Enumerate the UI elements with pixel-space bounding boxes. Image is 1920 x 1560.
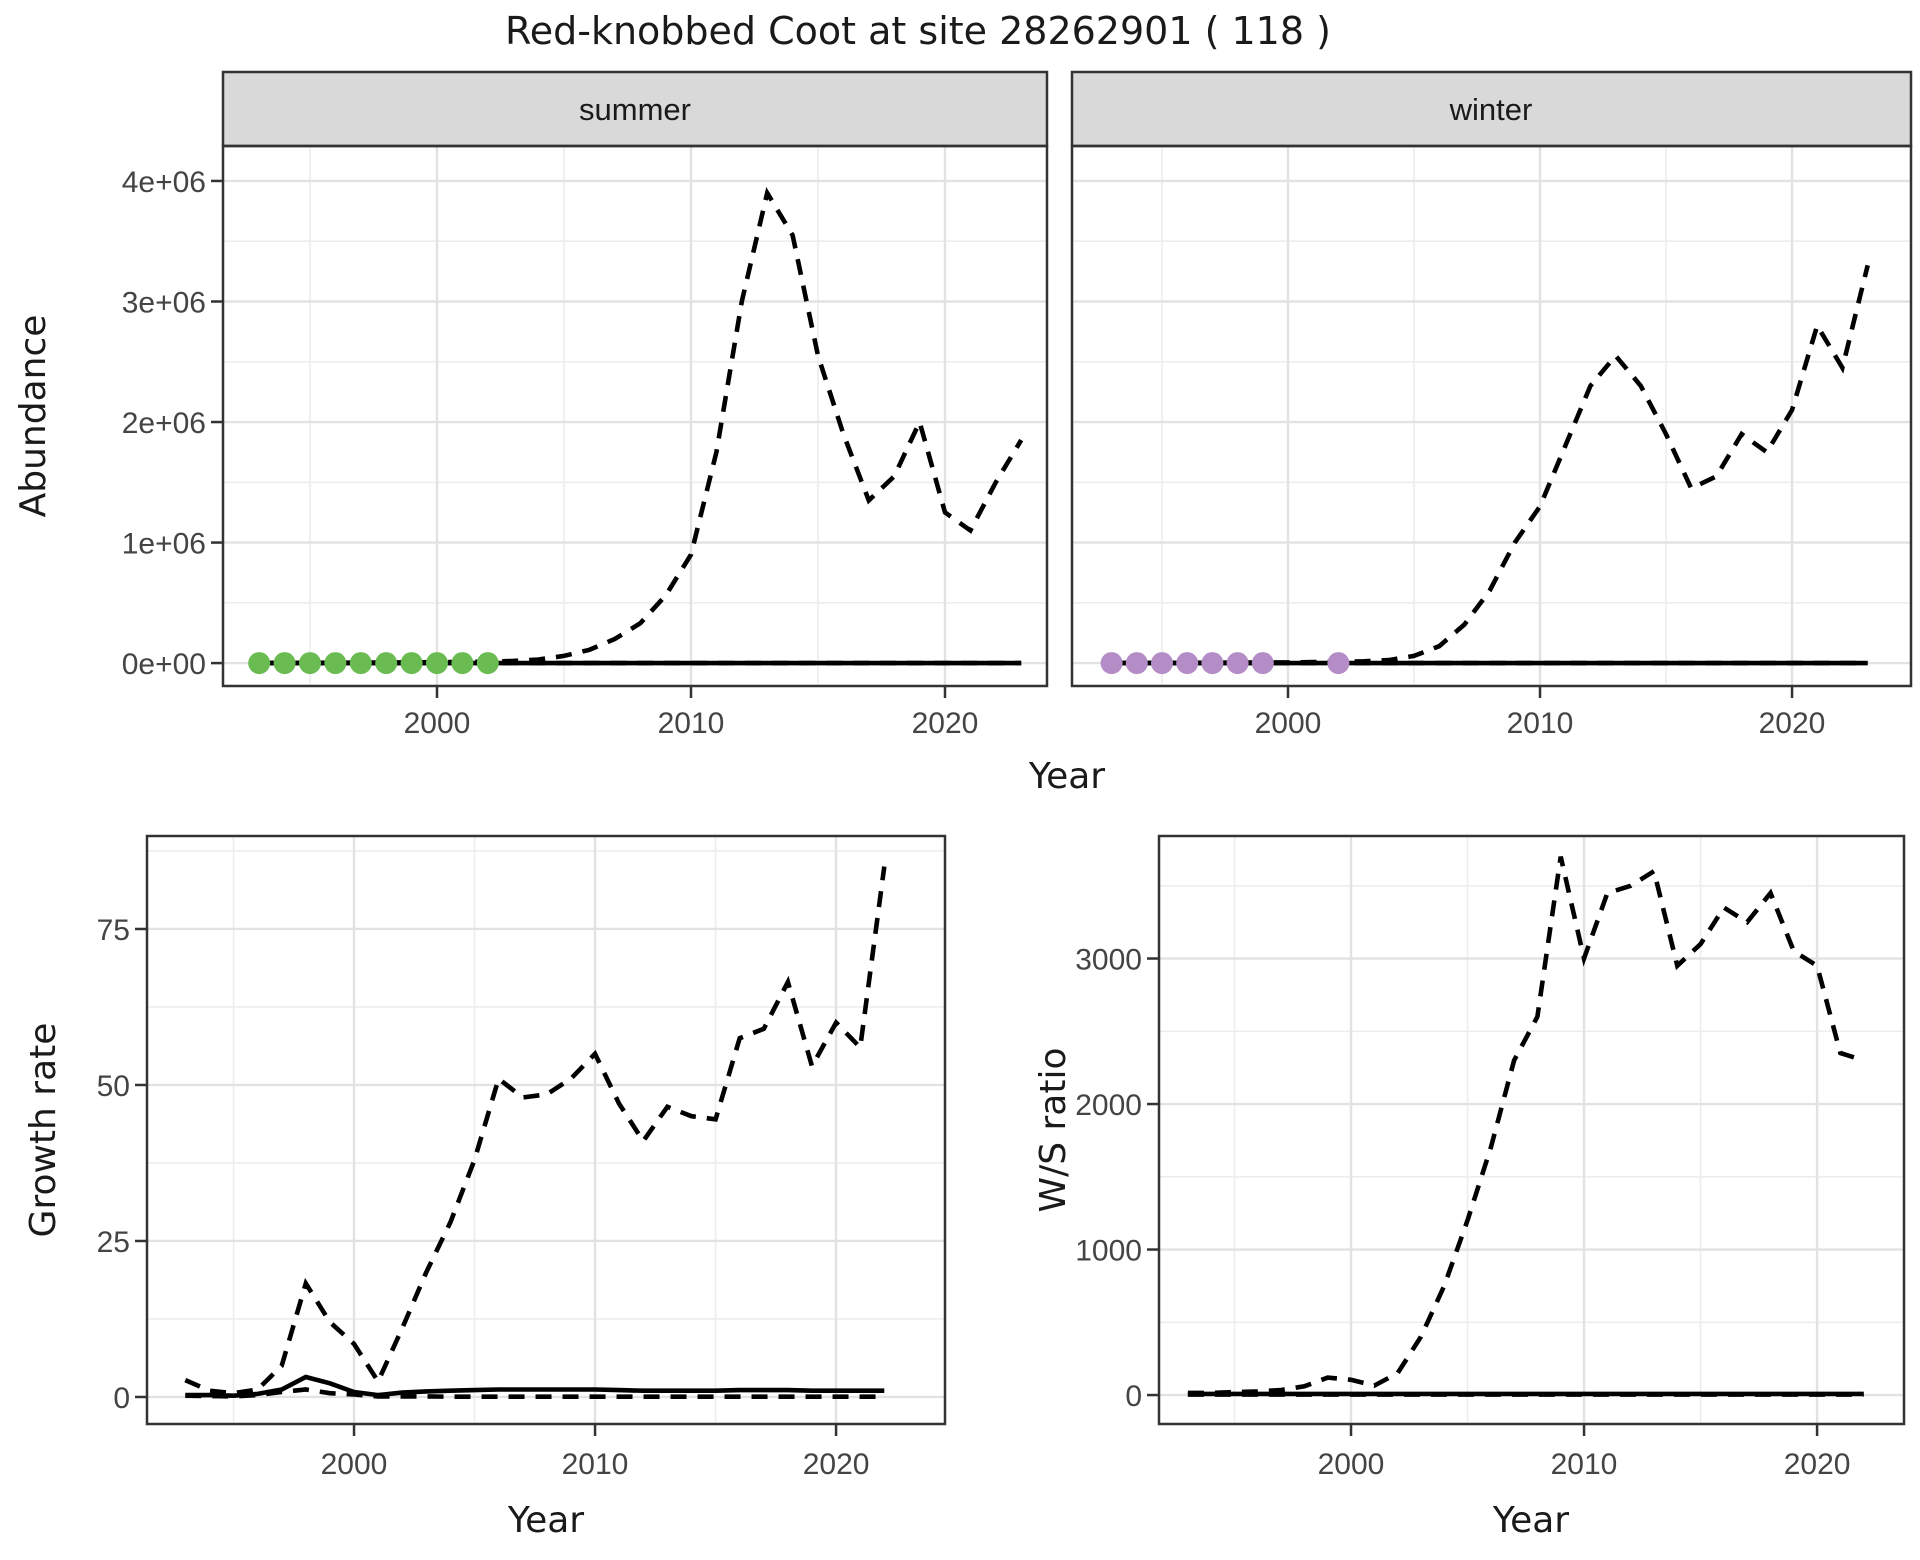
y-tick-label: 50: [97, 1070, 130, 1103]
panel-abundance_winter: 2000 2010 2020: [1070, 70, 1913, 740]
series-group: [1100, 264, 1870, 675]
observed-point: [1201, 652, 1224, 675]
observed-point: [476, 652, 499, 675]
panel-border: [1070, 144, 1913, 688]
generated-panels: 2000 2010 20200e+001e+062e+063e+064e+06200…: [97, 70, 1913, 1481]
series-model_lower: [185, 1387, 885, 1399]
panel-border: [145, 834, 947, 1426]
observed-point: [1125, 652, 1148, 675]
panel-background: [1159, 836, 1904, 1424]
observed-point: [1327, 652, 1350, 675]
x-tick-label: 2000: [404, 707, 471, 740]
series-model: [1187, 856, 1865, 1396]
y-tick-label: 2e+06: [122, 407, 206, 440]
ws-ratio-axis-title: W/S ratio: [1033, 1047, 1074, 1212]
top-year-axis-title: Year: [1028, 756, 1105, 797]
strip-label-winter: winter: [1449, 92, 1533, 127]
observed-point: [349, 652, 372, 675]
y-tick-label: 3e+06: [122, 287, 206, 320]
panel-abundance_summer: 2000 2010 2020 0e+00 1e+06 2e+06 3e+06 4e+06: [122, 70, 1049, 740]
x-tick-label: 2010: [658, 707, 725, 740]
observed-point: [324, 652, 347, 675]
x-tick-label: 2000: [321, 1448, 388, 1481]
y-tick-label: 0: [113, 1382, 130, 1415]
growth-rate-axis-title: Growth rate: [23, 1023, 64, 1238]
x-tick-label: 2020: [1759, 707, 1826, 740]
y-tick-label: 0e+00: [122, 648, 206, 681]
series-model: [259, 186, 1024, 666]
figure-title: Red-knobbed Coot at site 28262901 ( 118 …: [505, 9, 1331, 53]
observed-point: [426, 652, 448, 675]
panel-background: [223, 146, 1047, 686]
panel-border: [221, 144, 1049, 688]
series-group: [1187, 856, 1865, 1397]
observed-point: [1251, 652, 1274, 675]
x-tick-label: 2010: [562, 1448, 629, 1481]
strip-label-summer: summer: [579, 92, 691, 127]
observed-point: [273, 652, 296, 675]
facet-strip: [1070, 70, 1913, 148]
series-model: [184, 866, 887, 1396]
y-tick-label: 3000: [1075, 944, 1142, 977]
x-tick-label: 2020: [912, 707, 979, 740]
x-tick-label: 2010: [1507, 707, 1574, 740]
observed-point: [1226, 652, 1249, 675]
series-model: [1111, 264, 1870, 666]
observed-point: [1100, 652, 1123, 675]
y-tick-label: 2000: [1075, 1089, 1142, 1122]
x-tick-label: 2000: [1318, 1448, 1385, 1481]
x-tick-label: 2020: [803, 1448, 870, 1481]
y-tick-label: 1e+06: [122, 528, 206, 561]
x-tick-label: 2020: [1784, 1448, 1851, 1481]
y-tick-label: 25: [97, 1226, 130, 1259]
panel-background: [1072, 146, 1911, 686]
y-tick-label: 75: [97, 914, 130, 947]
observed-point: [451, 652, 474, 675]
panel-border: [1157, 834, 1906, 1426]
series-group: [248, 186, 1024, 675]
y-tick-label: 4e+06: [122, 166, 206, 199]
panel-ws_ratio: 2000 2010 2020 0 1000 2000 3000: [1075, 834, 1906, 1481]
y-tick-label: 0: [1125, 1380, 1142, 1413]
series-group: [184, 866, 887, 1399]
observed-point: [248, 652, 271, 675]
ws-year-axis-title: Year: [1492, 1500, 1569, 1541]
observed-point: [400, 652, 423, 675]
growth-year-axis-title: Year: [507, 1500, 584, 1541]
observed-point: [1176, 652, 1199, 675]
x-tick-label: 2000: [1255, 707, 1322, 740]
panel-growth_rate: 2000 2010 2020 0 25 50 75: [97, 834, 947, 1481]
panel-background: [147, 836, 945, 1424]
y-tick-label: 1000: [1075, 1235, 1142, 1268]
observed-point: [299, 652, 321, 675]
abundance-axis-title: Abundance: [13, 315, 54, 518]
observed-point: [1151, 652, 1173, 675]
x-tick-label: 2010: [1551, 1448, 1618, 1481]
series-observed: [185, 1374, 885, 1399]
observed-point: [375, 652, 398, 675]
